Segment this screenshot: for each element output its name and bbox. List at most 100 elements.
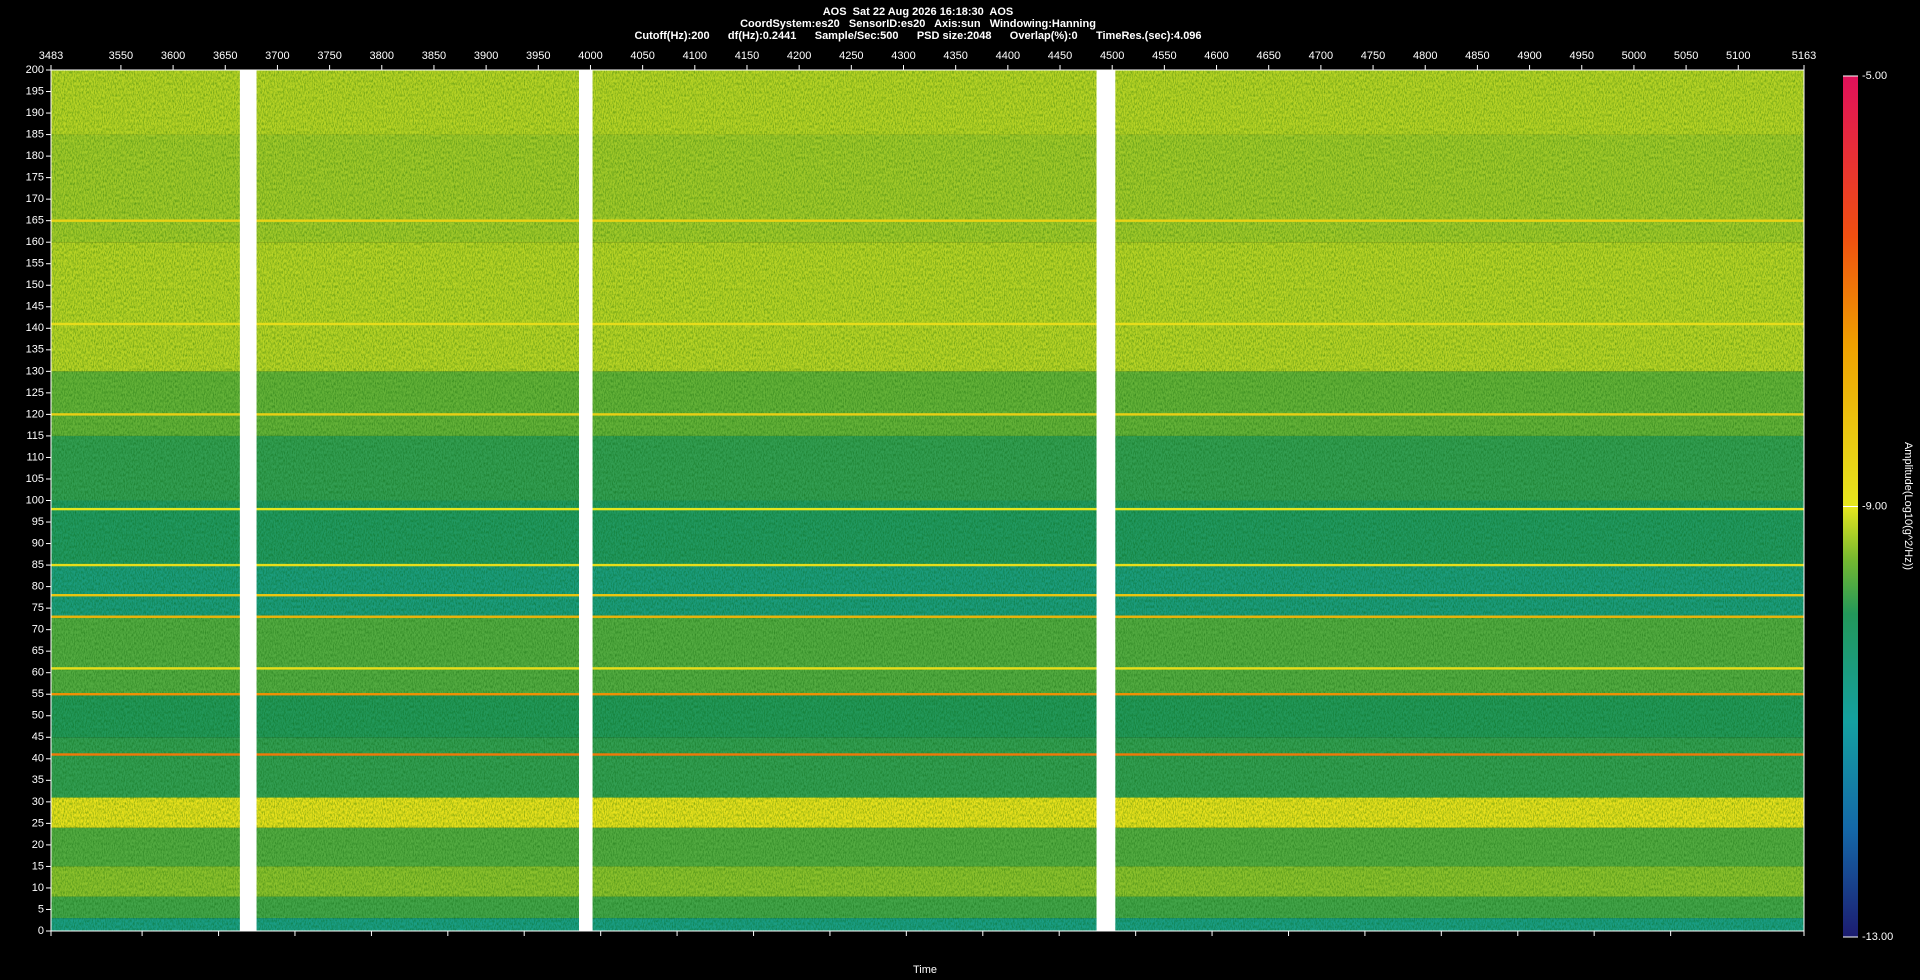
y-tick-label: 55	[32, 688, 44, 700]
x-tick-label: 3800	[370, 50, 394, 62]
x-tick-label: 4650	[1256, 50, 1280, 62]
y-tick-label: 155	[26, 258, 44, 270]
x-axis-label: Time	[913, 964, 937, 976]
data-gap	[1096, 70, 1116, 931]
y-tick-label: 150	[26, 279, 44, 291]
colorbar-tick-label: -5.00	[1862, 70, 1887, 82]
y-tick-label: 125	[26, 387, 44, 399]
y-tick-label: 115	[26, 430, 44, 442]
y-tick-label: 170	[26, 193, 44, 205]
x-tick-label: 4500	[1100, 50, 1124, 62]
x-tick-label: 4300	[891, 50, 915, 62]
x-tick-label: 4750	[1361, 50, 1385, 62]
x-tick-label: 3950	[526, 50, 550, 62]
y-tick-label: 200	[26, 64, 44, 76]
colorbar-tick-label: -13.00	[1862, 931, 1893, 943]
y-tick-label: 160	[26, 236, 44, 248]
x-tick-label: 4550	[1152, 50, 1176, 62]
x-tick-label: 4700	[1309, 50, 1333, 62]
x-tick-label: 3600	[161, 50, 185, 62]
data-gap	[578, 70, 593, 931]
x-tick-label: 4050	[630, 50, 654, 62]
y-tick-label: 60	[32, 667, 44, 679]
tone-line	[51, 413, 1804, 416]
plot-frame	[50, 69, 1805, 932]
x-tick-label: 4150	[735, 50, 759, 62]
y-tick-label: 75	[32, 602, 44, 614]
x-tick-label: 4250	[839, 50, 863, 62]
time-tick-label: 14:40:00.000 08/22/2026	[0, 54, 178, 71]
y-tick-label: 120	[26, 408, 44, 420]
y-tick-label: 165	[26, 215, 44, 227]
y-tick-label: 30	[32, 796, 44, 808]
x-tick-label: 4000	[578, 50, 602, 62]
x-tick-label: 4450	[1048, 50, 1072, 62]
x-tick-label: 4850	[1465, 50, 1489, 62]
colorbar-tick-label: -9.00	[1862, 500, 1887, 512]
y-tick-label: 105	[26, 473, 44, 485]
x-tick-label: 5100	[1726, 50, 1750, 62]
y-tick-label: 95	[32, 516, 44, 528]
x-tick-label: 3850	[422, 50, 446, 62]
tone-line	[51, 322, 1804, 326]
y-tick-label: 190	[26, 107, 44, 119]
y-tick-label: 140	[26, 322, 44, 334]
x-tick-label: 3750	[317, 50, 341, 62]
x-tick-label: 4900	[1517, 50, 1541, 62]
x-tick-label: 3483	[39, 50, 63, 62]
plot-area	[51, 70, 1804, 931]
y-tick-label: 100	[26, 494, 44, 506]
tone-line	[51, 753, 1804, 756]
y-tick-label: 35	[32, 774, 44, 786]
y-tick-label: 90	[32, 537, 44, 549]
title: AOS Sat 22 Aug 2026 16:18:30 AOS	[823, 6, 1014, 18]
x-tick-label: 4400	[996, 50, 1020, 62]
y-tick-label: 80	[32, 581, 44, 593]
time-tick-label: 14:24:02.278 08/22/2026	[0, 0, 178, 17]
y-tick-label: 25	[32, 817, 44, 829]
y-tick-label: 45	[32, 731, 44, 743]
x-tick-label: 4600	[1204, 50, 1228, 62]
x-tick-label: 4800	[1413, 50, 1437, 62]
tone-line	[51, 219, 1804, 222]
y-tick-label: 65	[32, 645, 44, 657]
x-tick-label: 5163	[1792, 50, 1816, 62]
data-gap	[239, 70, 257, 931]
tone-line	[51, 594, 1804, 597]
y-tick-label: 50	[32, 710, 44, 722]
tone-line	[51, 693, 1804, 696]
x-tick-label: 3550	[109, 50, 133, 62]
y-tick-label: 85	[32, 559, 44, 571]
y-tick-label: 5	[38, 903, 44, 915]
time-tick-label: 14:30:00.000 08/22/2026	[0, 18, 178, 35]
texture	[51, 70, 1804, 931]
y-tick-label: 175	[26, 172, 44, 184]
x-tick-label: 4100	[683, 50, 707, 62]
y-tick-label: 130	[26, 365, 44, 377]
y-tick-label: 145	[26, 301, 44, 313]
tone-line	[51, 563, 1804, 567]
tone-line	[51, 615, 1804, 618]
y-tick-label: 0	[38, 925, 44, 937]
time-tick-label: 14:35:00.000 08/22/2026	[0, 36, 178, 53]
x-tick-label: 4950	[1570, 50, 1594, 62]
tone-line	[51, 667, 1804, 670]
y-tick-label: 40	[32, 753, 44, 765]
y-tick-label: 110	[26, 451, 44, 463]
x-tick-label: 3650	[213, 50, 237, 62]
y-tick-label: 180	[26, 150, 44, 162]
y-tick-label: 20	[32, 839, 44, 851]
subtitle: CoordSystem:es20 SensorID:es20 Axis:sun …	[740, 18, 1096, 30]
colorbar-label: Amplitude(Log10(g^2/Hz))	[1902, 442, 1914, 570]
y-tick-label: 185	[26, 128, 44, 140]
subtitle: Cutoff(Hz):200 df(Hz):0.2441 Sample/Sec:…	[634, 30, 1201, 42]
x-tick-label: 4200	[787, 50, 811, 62]
y-tick-label: 135	[26, 344, 44, 356]
x-tick-label: 3700	[265, 50, 289, 62]
x-tick-label: 5050	[1674, 50, 1698, 62]
y-tick-label: 195	[26, 85, 44, 97]
x-tick-label: 3900	[474, 50, 498, 62]
y-tick-label: 10	[32, 882, 44, 894]
